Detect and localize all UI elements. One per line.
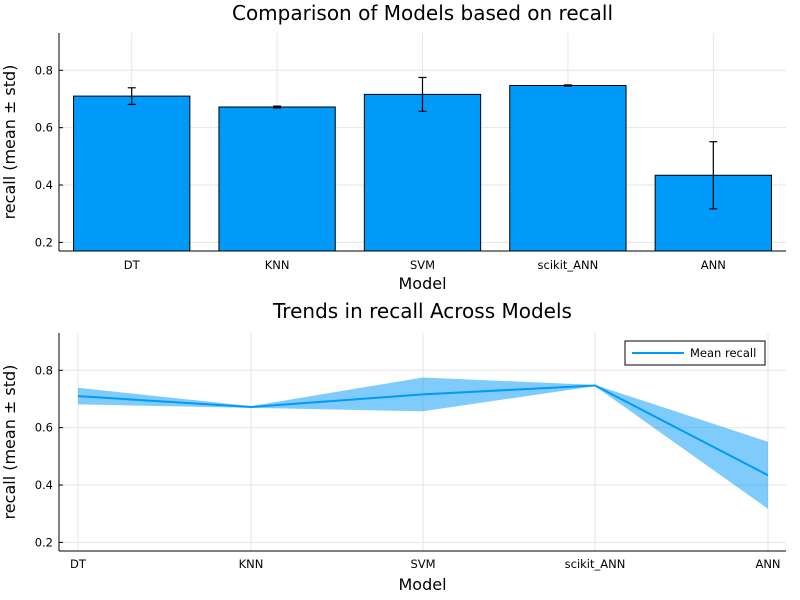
line-y-tick-label: 0.4 xyxy=(35,478,53,492)
bar-x-tick-label: scikit_ANN xyxy=(538,258,599,272)
bar-y-tick-label: 0.4 xyxy=(35,178,53,192)
line-x-tick-label: scikit_ANN xyxy=(565,557,626,571)
bar-x-axis-label: Model xyxy=(398,274,446,293)
line-x-tick-label: ANN xyxy=(755,557,780,571)
line-x-tick-label: SVM xyxy=(410,557,435,571)
line-y-tick-label: 0.2 xyxy=(35,535,53,549)
bar-y-tick-label: 0.8 xyxy=(35,63,53,77)
line-y-tick-label: 0.6 xyxy=(35,421,53,435)
line-chart-panel: 0.2 0.4 0.6 0.8 DT KNN SVM scikit_ANN ANN Trends … xyxy=(0,299,786,594)
line-y-axis-label: recall (mean ± std) xyxy=(0,365,19,520)
bar-x-tick-label: SVM xyxy=(410,258,435,272)
mean-recall-line xyxy=(77,384,769,477)
std-ribbon xyxy=(78,377,768,509)
bar xyxy=(363,93,482,252)
legend: Mean recall xyxy=(624,340,766,366)
bar-chart-title: Comparison of Models based on recall xyxy=(232,1,613,25)
bar xyxy=(509,84,627,252)
line-x-axis-label: Model xyxy=(398,575,446,594)
line-chart-title: Trends in recall Across Models xyxy=(272,299,572,323)
bar-y-axis-label: recall (mean ± std) xyxy=(0,65,19,220)
line-y-tick-label: 0.8 xyxy=(35,363,53,377)
bar-x-tick-label: DT xyxy=(124,258,141,272)
line-x-tick-label: KNN xyxy=(239,557,264,571)
bar-x-tick-label: ANN xyxy=(701,258,726,272)
bar-chart-panel: 0.2 0.4 0.6 0.8 DT KNN SVM scikit_ANN ANN Compari… xyxy=(0,1,786,293)
legend-label: Mean recall xyxy=(690,346,756,360)
bar xyxy=(218,106,336,252)
bar-y-tick-label: 0.6 xyxy=(35,121,53,135)
bar-x-tick-label: KNN xyxy=(265,258,290,272)
bar xyxy=(73,95,191,252)
line-x-tick-label: DT xyxy=(70,557,87,571)
bar-y-tick-label: 0.2 xyxy=(35,235,53,249)
